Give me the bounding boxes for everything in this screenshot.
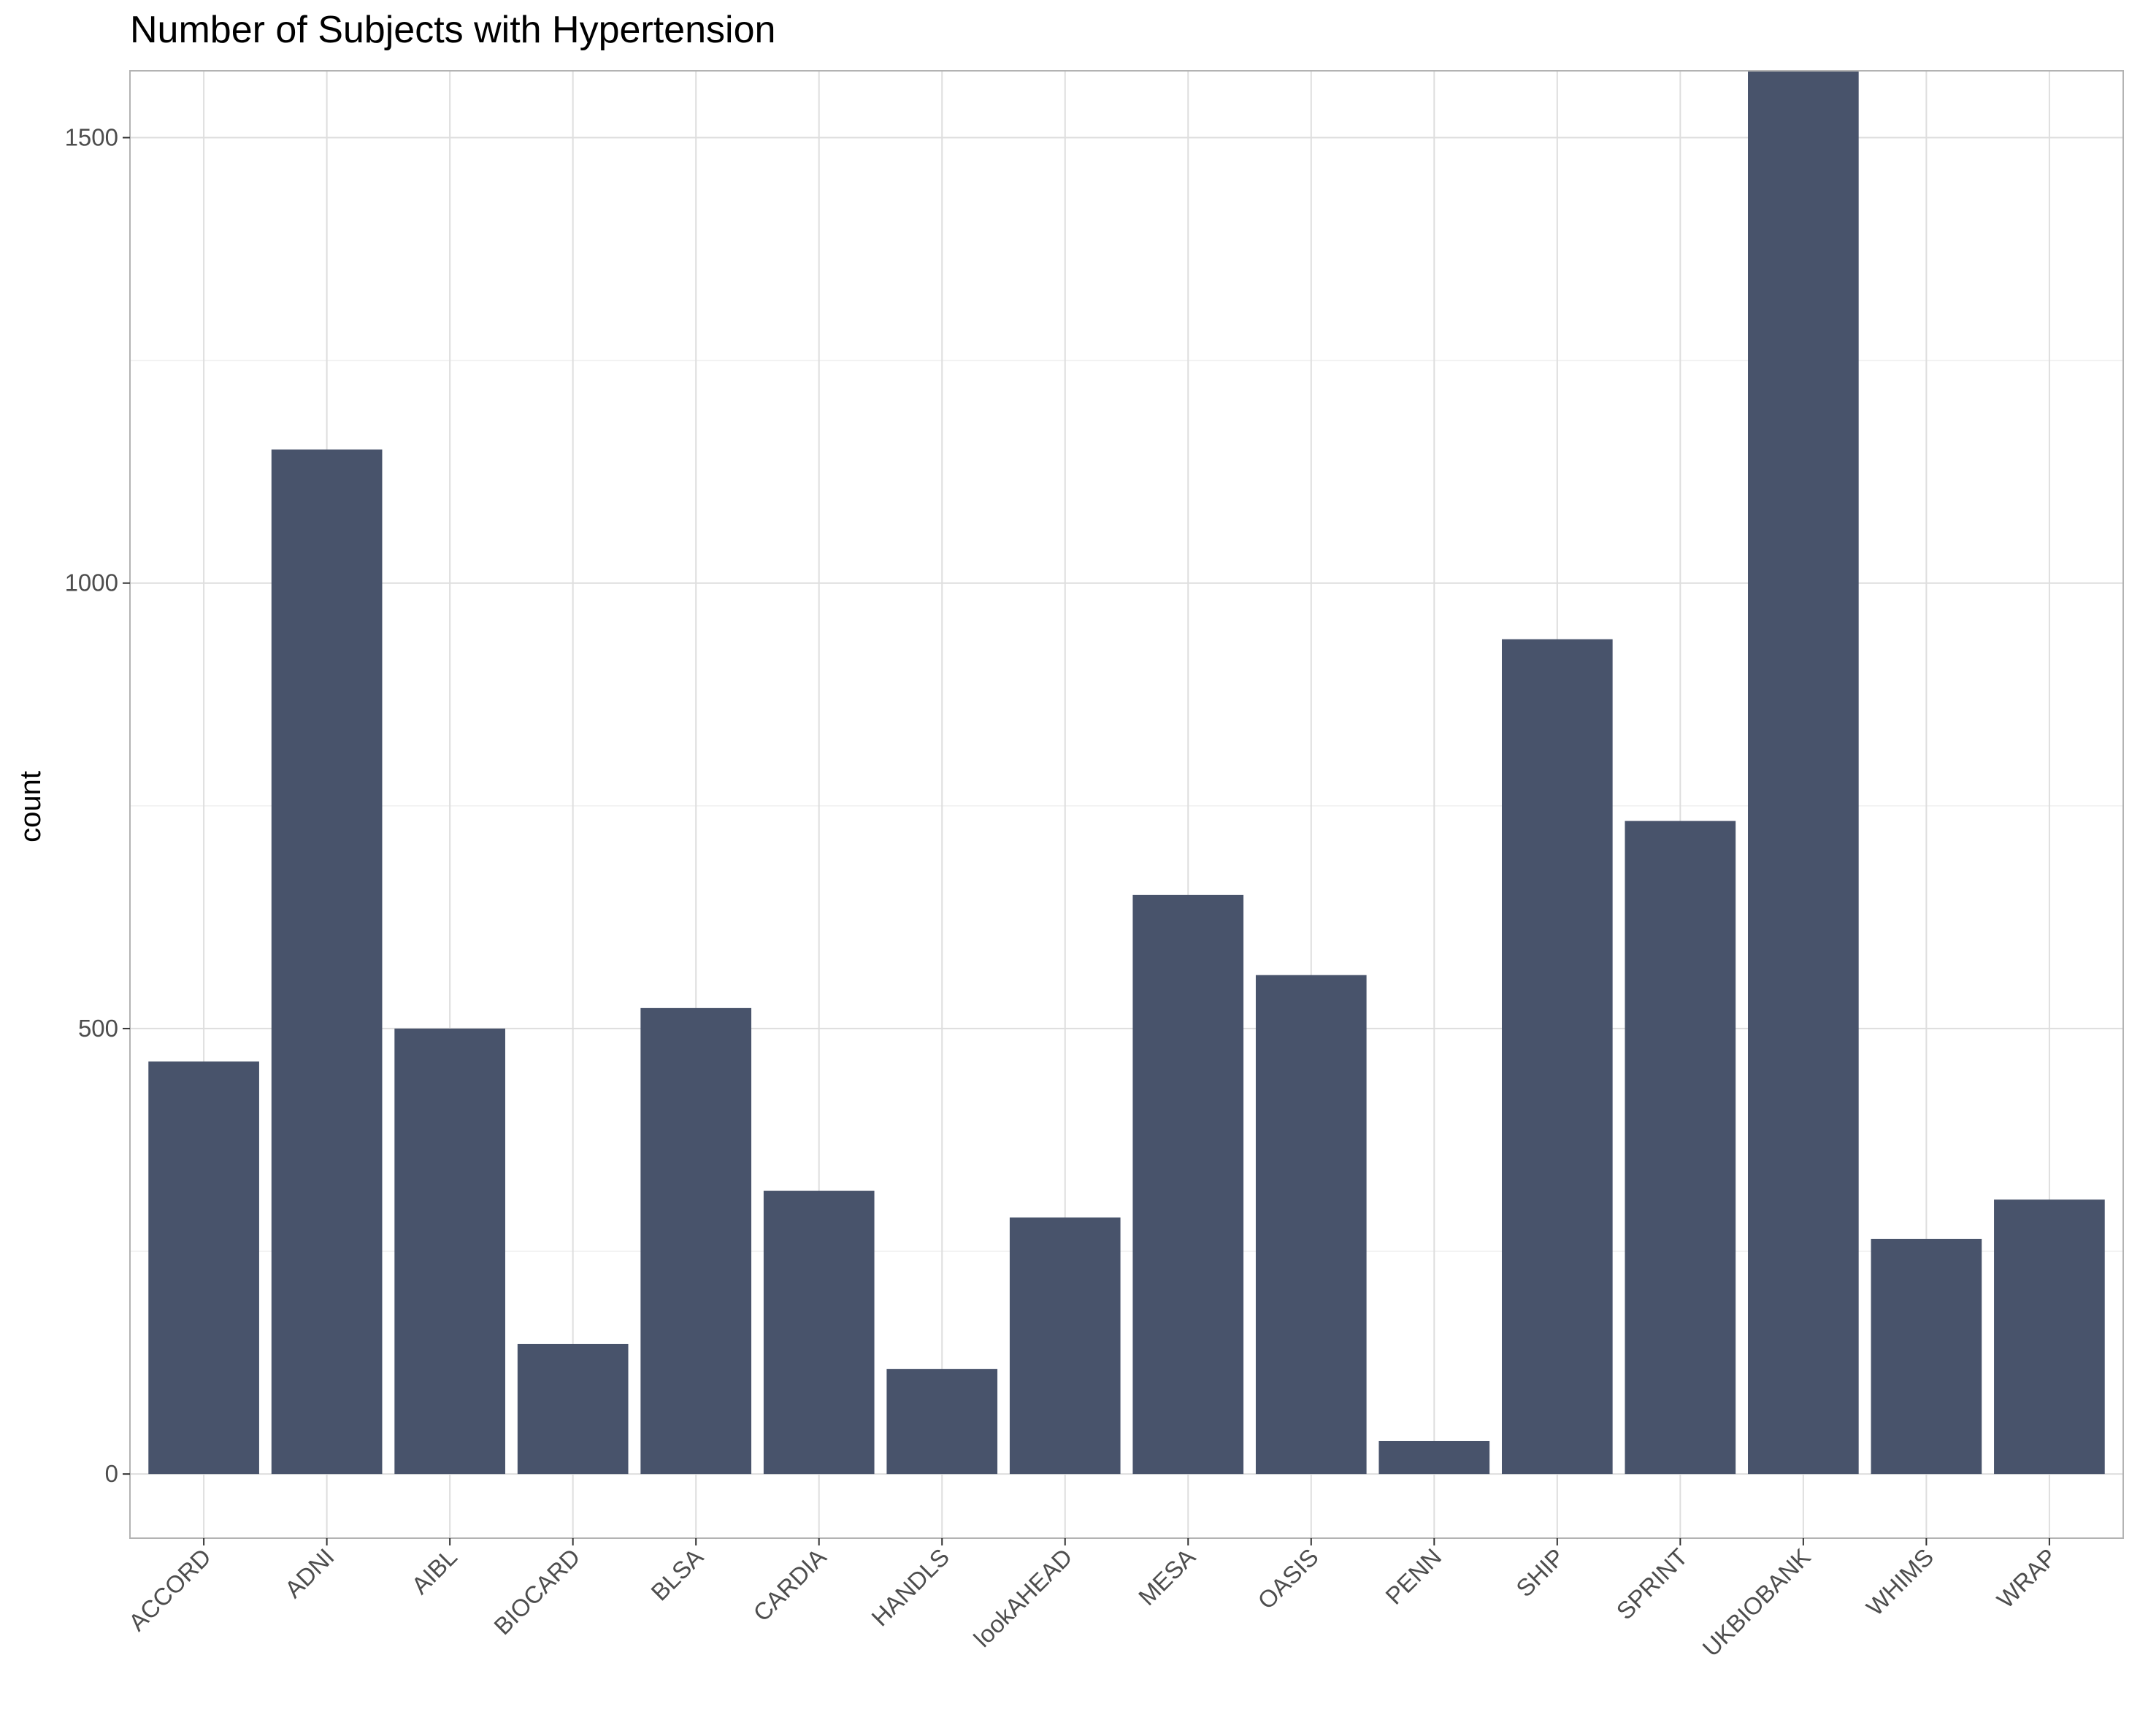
- y-tick-label: 0: [105, 1460, 118, 1487]
- x-tick-label: MESA: [1133, 1543, 1200, 1610]
- x-tick-label: BLSA: [645, 1543, 708, 1606]
- bar-ship: [1501, 639, 1613, 1475]
- bar-whims: [1871, 1238, 1982, 1475]
- y-axis-title: count: [15, 771, 47, 842]
- y-tick-label: 1500: [65, 124, 118, 151]
- bar-lookahead: [1009, 1217, 1121, 1475]
- bar-wrap: [1994, 1199, 2105, 1475]
- bar-handls: [886, 1369, 998, 1475]
- bar-penn: [1378, 1440, 1490, 1475]
- x-tick-label: BIOCARD: [488, 1543, 585, 1640]
- plot-panel-border: [129, 70, 2124, 1539]
- x-tick-label: ADNI: [280, 1543, 340, 1603]
- x-tick-label: SHIP: [1511, 1543, 1570, 1602]
- x-tick-label: lookAHEAD: [968, 1543, 1077, 1652]
- bar-accord: [148, 1061, 259, 1475]
- y-axis: 0 500 1000 1500: [65, 124, 130, 1487]
- x-tick-label: WHIMS: [1861, 1543, 1939, 1621]
- x-tick-label: CARDIA: [748, 1543, 831, 1626]
- x-tick-label: OASIS: [1252, 1543, 1323, 1614]
- y-tick-label: 1000: [65, 569, 118, 596]
- bar-cardia: [763, 1191, 875, 1475]
- bar-sprint: [1625, 821, 1736, 1475]
- x-tick-label: UKBIOBANK: [1697, 1543, 1815, 1662]
- x-tick-label: WRAP: [1992, 1543, 2062, 1613]
- x-tick-label: HANDLS: [866, 1543, 954, 1632]
- y-tick-label: 500: [78, 1015, 118, 1042]
- bar-aibl: [394, 1028, 505, 1475]
- bar-ukbiobank: [1748, 71, 1859, 1475]
- chart-title: Number of Subjects with Hypertension: [130, 9, 775, 51]
- x-tick-label: ACCORD: [123, 1543, 216, 1636]
- x-tick-label: PENN: [1380, 1543, 1446, 1610]
- bar-oasis: [1255, 975, 1367, 1475]
- x-tick-label: SPRINT: [1611, 1543, 1693, 1625]
- bar-mesa: [1132, 894, 1244, 1475]
- bar-adni: [271, 449, 383, 1475]
- bars: [148, 71, 2105, 1475]
- x-tick-label: AIBL: [406, 1543, 462, 1599]
- x-axis: ACCORD ADNI AIBL BIOCARD BLSA CARDIA HANDLS loo…: [123, 1538, 2062, 1662]
- bar-biocard: [517, 1343, 629, 1475]
- bar-blsa: [640, 1007, 752, 1475]
